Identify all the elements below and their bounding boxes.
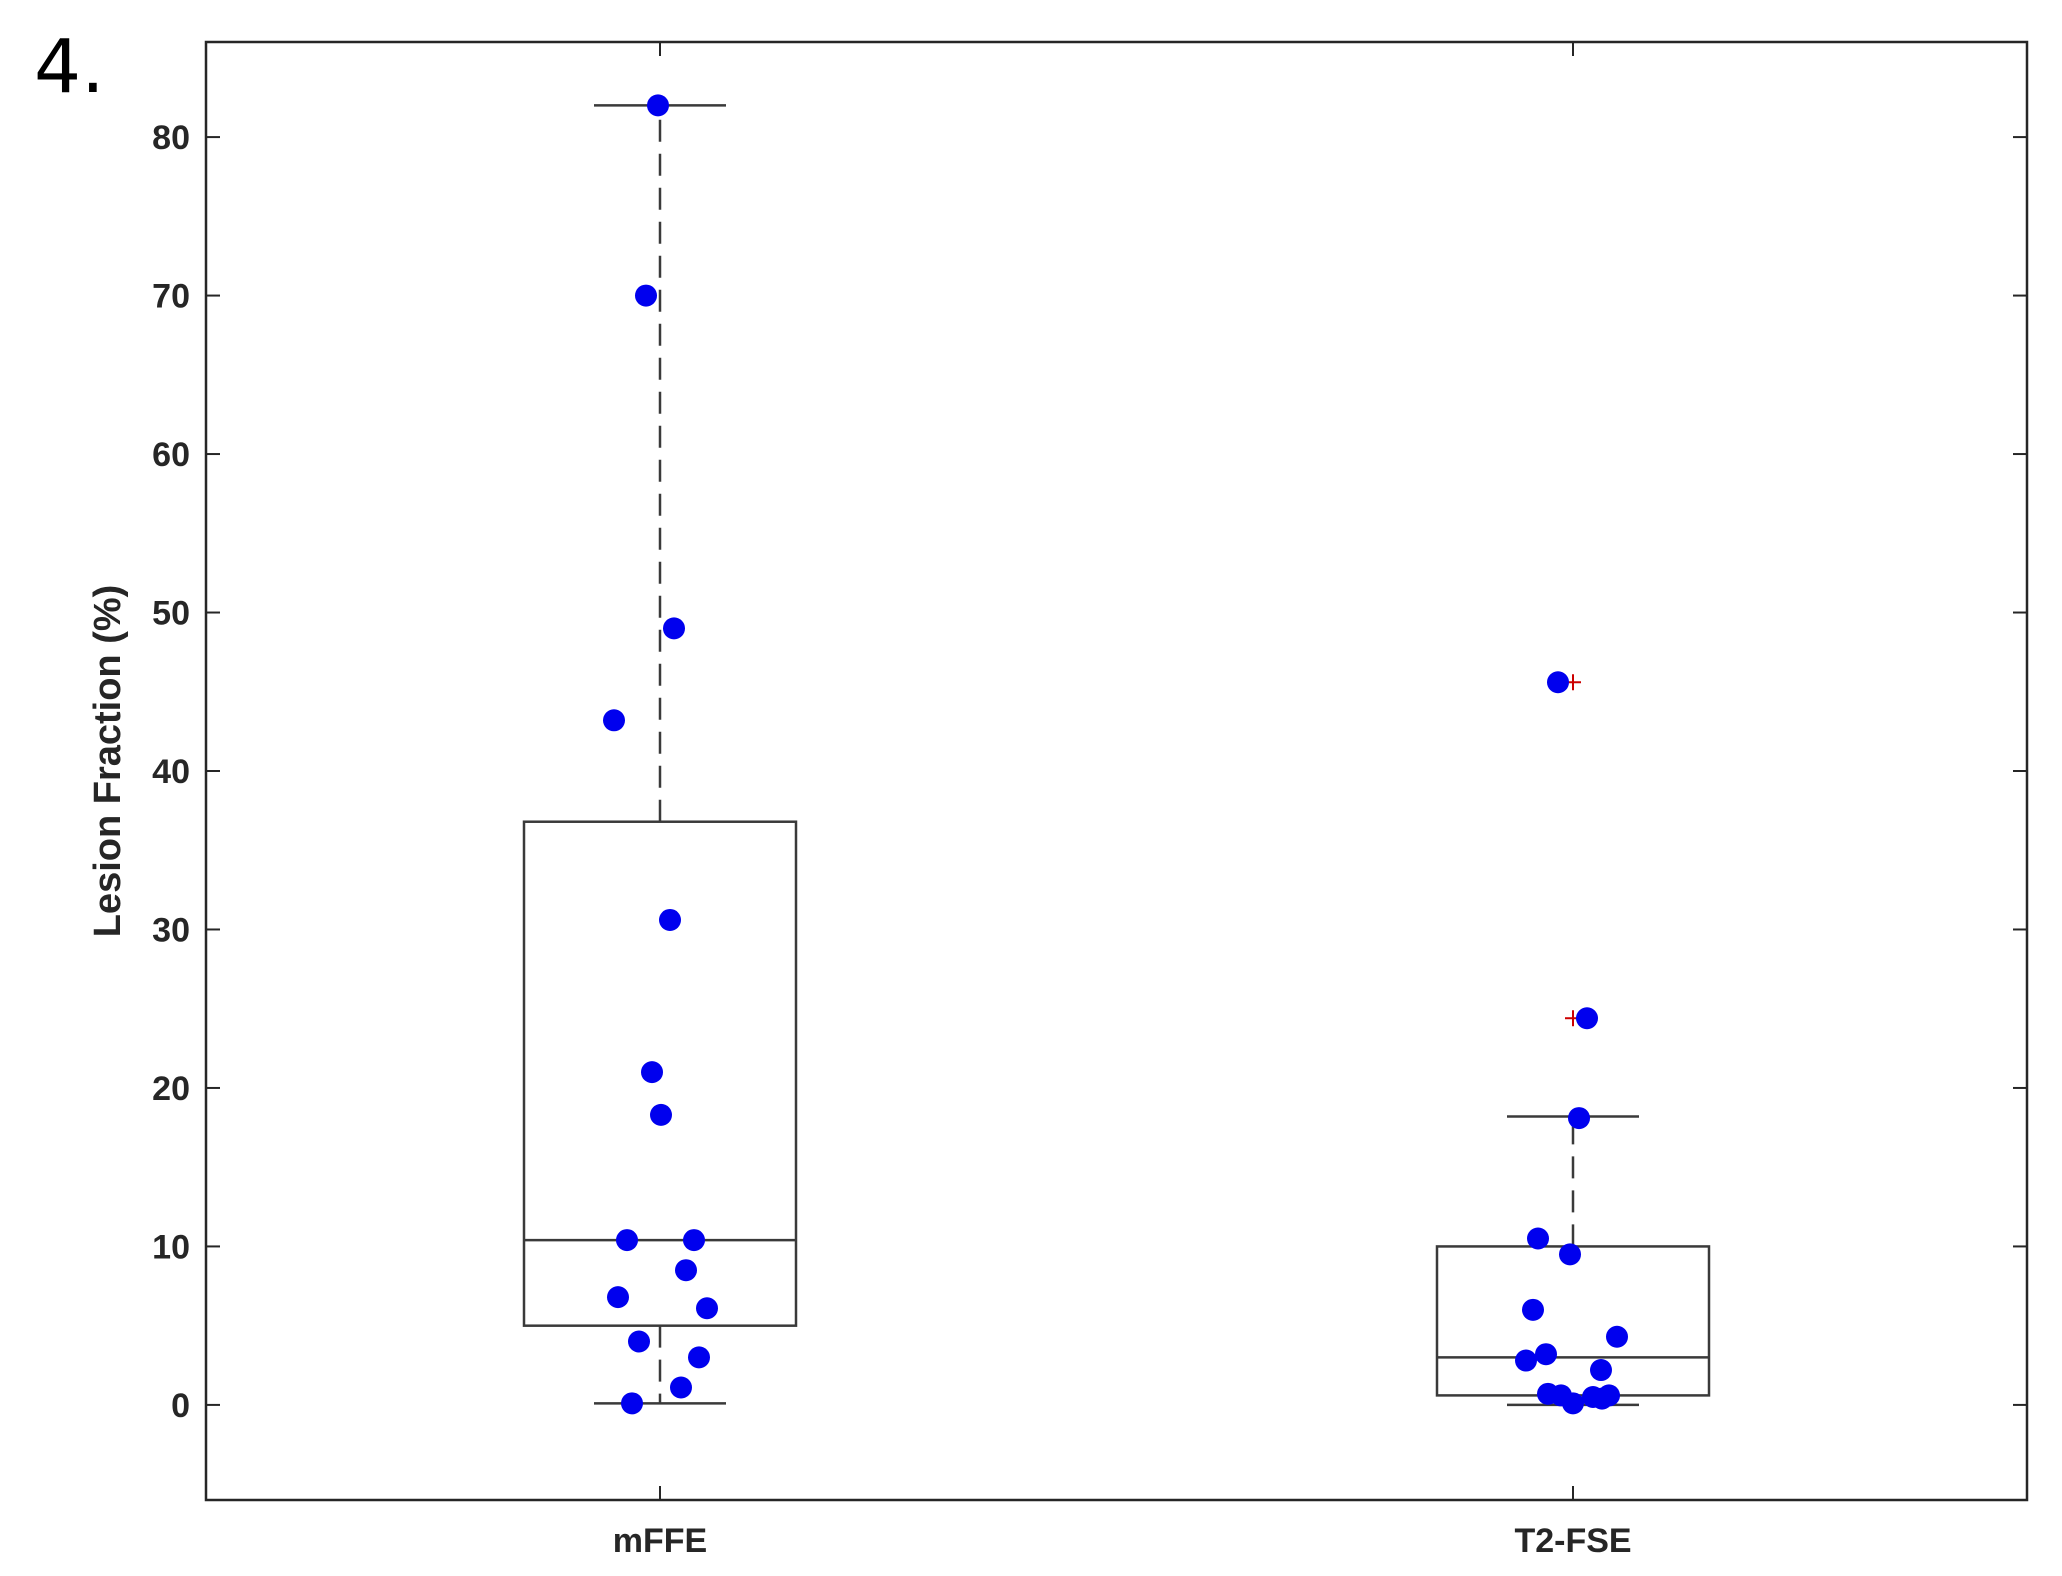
data-point-mffe <box>635 284 657 307</box>
box-mffe <box>522 104 798 1405</box>
data-point-t2-fse <box>1527 1227 1549 1250</box>
y-tick-label: 40 <box>152 753 190 791</box>
box-t2-fse <box>1435 674 1711 1407</box>
data-point-t2-fse <box>1559 1243 1581 1266</box>
plot-area-frame <box>204 40 2029 1502</box>
data-point-mffe <box>647 94 669 117</box>
y-tick-label: 80 <box>152 119 190 157</box>
y-tick-label: 50 <box>152 595 190 633</box>
data-point-t2-fse <box>1522 1298 1544 1321</box>
data-point-mffe <box>675 1259 697 1282</box>
box-iqr <box>1435 1245 1711 1397</box>
data-point-t2-fse <box>1591 1387 1613 1410</box>
data-point-mffe <box>628 1330 650 1353</box>
data-point-t2-fse <box>1515 1349 1537 1372</box>
y-tick-label: 70 <box>152 278 190 316</box>
data-point-mffe <box>616 1229 638 1252</box>
data-point-t2-fse <box>1547 671 1569 694</box>
data-point-t2-fse <box>1535 1343 1557 1366</box>
data-point-t2-fse <box>1562 1392 1584 1415</box>
x-tick-label: mFFE <box>613 1522 707 1560</box>
data-point-mffe <box>663 617 685 640</box>
data-point-mffe <box>650 1103 672 1126</box>
ticks-layer: 0 10 20 30 40 50 60 70 80 mFFE T2-FSE <box>152 42 2027 1560</box>
y-tick-label: 60 <box>152 436 190 474</box>
x-tick-label: T2-FSE <box>1514 1522 1631 1560</box>
y-tick-label: 0 <box>171 1387 190 1425</box>
data-point-mffe <box>659 908 681 931</box>
data-point-mffe <box>670 1376 692 1399</box>
y-axis-label: Lesion Fraction (%) <box>87 585 129 938</box>
data-point-mffe <box>607 1286 629 1309</box>
data-point-t2-fse <box>1568 1107 1590 1130</box>
data-point-mffe <box>688 1346 710 1369</box>
data-point-t2-fse <box>1606 1325 1628 1348</box>
data-point-t2-fse <box>1576 1007 1598 1030</box>
data-point-mffe <box>603 709 625 732</box>
y-tick-label: 20 <box>152 1070 190 1108</box>
boxes-layer <box>522 104 1711 1407</box>
y-tick-label: 30 <box>152 911 190 949</box>
y-tick-label: 10 <box>152 1228 190 1266</box>
data-point-mffe <box>683 1229 705 1252</box>
data-point-t2-fse <box>1590 1359 1612 1382</box>
data-point-mffe <box>641 1061 663 1084</box>
panel-label: 4. <box>34 24 105 110</box>
data-point-mffe <box>621 1392 643 1415</box>
box-iqr <box>522 820 798 1327</box>
data-point-mffe <box>696 1297 718 1320</box>
points-layer <box>603 94 1628 1415</box>
